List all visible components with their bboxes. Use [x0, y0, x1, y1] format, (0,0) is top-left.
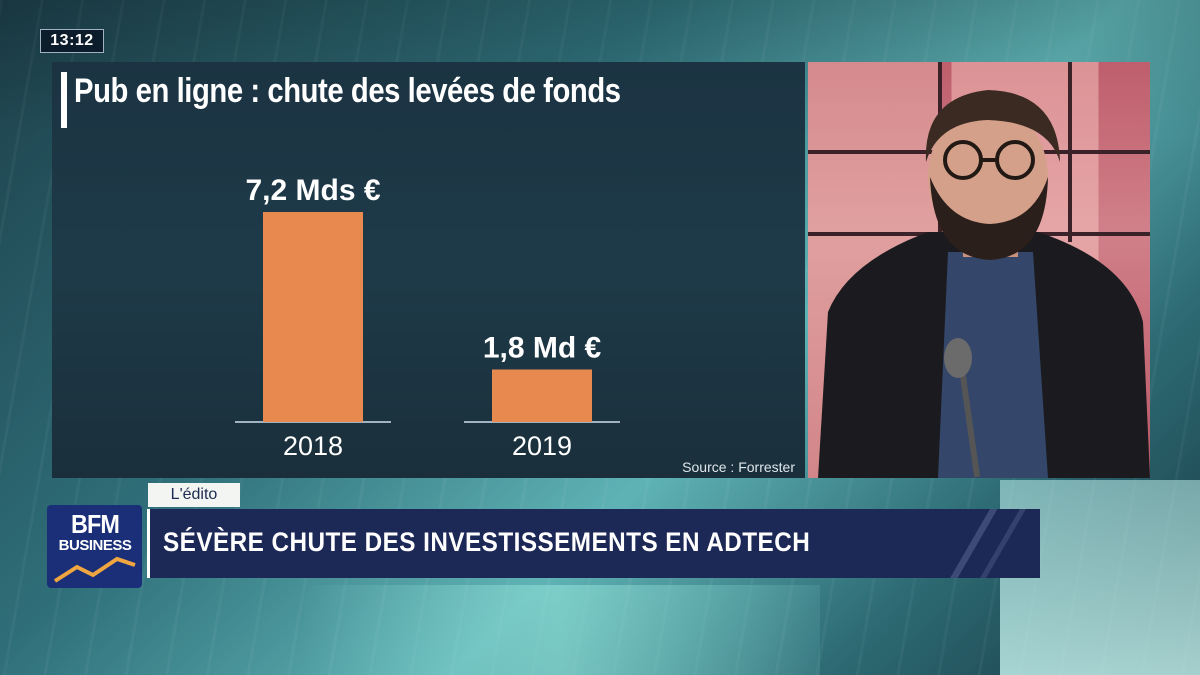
bar-value-label-2019: 1,8 Md €	[483, 332, 602, 365]
logo-main-text: BFM	[70, 509, 120, 539]
category-label-2019: 2019	[512, 431, 572, 461]
logo-sub-text: BUSINESS	[58, 537, 132, 554]
studio-light-bottom	[300, 585, 820, 675]
bfm-business-logo: BFM BUSINESS	[47, 505, 142, 588]
chart-source: Source : Forrester	[682, 459, 795, 475]
logo-chart-icon	[53, 556, 136, 583]
bar-2019	[492, 369, 592, 422]
clock: 13:12	[40, 29, 104, 53]
edito-tab: L'édito	[148, 483, 240, 507]
chart-panel: Pub en ligne : chute des levées de fonds…	[52, 62, 805, 478]
bar-2018	[263, 212, 363, 422]
bar-value-label-2018: 7,2 Mds €	[245, 174, 380, 207]
bar-chart: 7,2 Mds € 2018 1,8 Md € 2019	[235, 174, 620, 461]
chart-title: Pub en ligne : chute des levées de fonds	[74, 72, 621, 110]
presenter-video	[808, 62, 1150, 478]
presenter-figure	[818, 90, 1150, 478]
headline-banner: SÉVÈRE CHUTE DES INVESTISSEMENTS EN ADTE…	[147, 509, 1040, 578]
category-label-2018: 2018	[283, 431, 343, 461]
title-accent-bar	[61, 72, 67, 128]
headline-text: SÉVÈRE CHUTE DES INVESTISSEMENTS EN ADTE…	[163, 527, 811, 557]
